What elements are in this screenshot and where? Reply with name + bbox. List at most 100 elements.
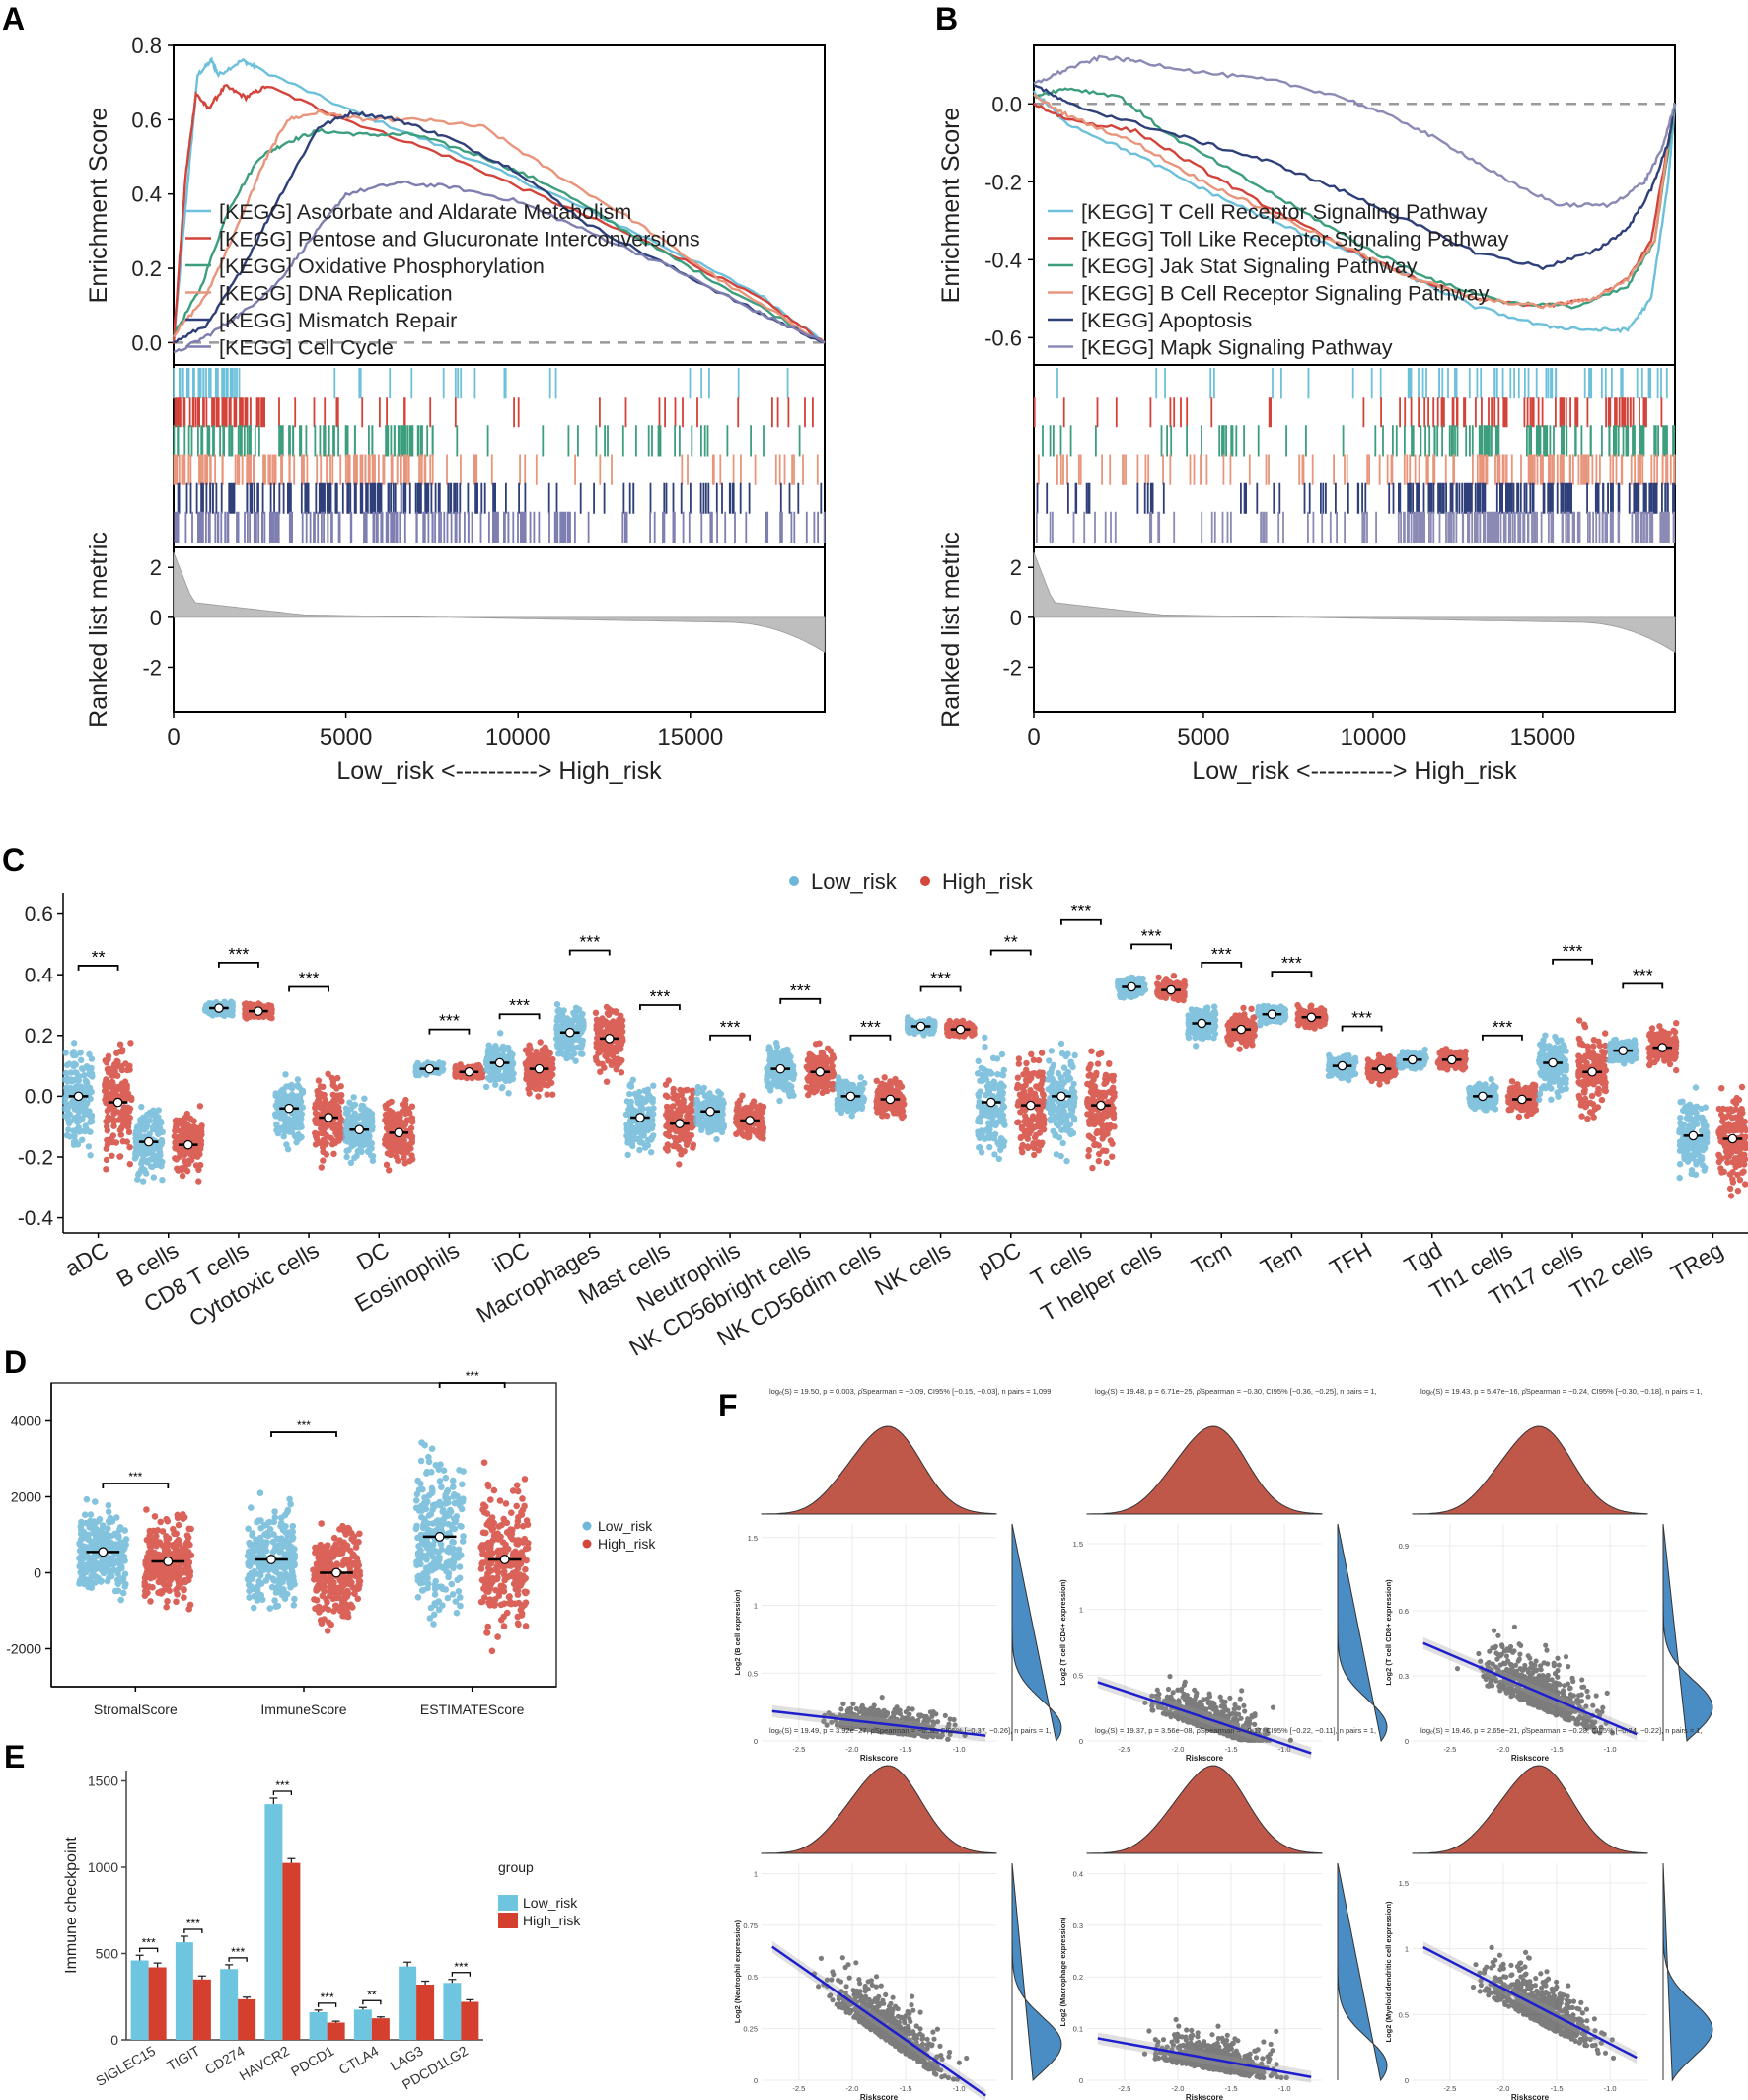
significance-bracket xyxy=(77,965,119,971)
significance-label: *** xyxy=(1211,944,1232,964)
median-dot xyxy=(1376,1063,1387,1074)
stats-label: logₑ(S) = 19.46, p = 2.65e−21, ρ̂Spearma… xyxy=(1420,1726,1703,1735)
x-tick-label: -1.5 xyxy=(1551,2084,1564,2093)
significance-bracket xyxy=(1482,1034,1523,1041)
y-tick-label: 0.3 xyxy=(1399,1672,1409,1681)
x-tick-label: 15000 xyxy=(657,724,723,751)
correlation-subplot-1: logₑ(S) = 19.50, p = 0.003, ρ̂Spearman =… xyxy=(733,1387,1062,1763)
x-axis-label: Riskscore xyxy=(860,2093,899,2100)
points-high-adc xyxy=(101,1040,135,1173)
median-dot xyxy=(266,1555,276,1564)
median-dot xyxy=(1096,1100,1106,1111)
es-curve-4 xyxy=(173,109,826,344)
error-bar xyxy=(466,1998,474,2002)
median-dot xyxy=(705,1106,715,1117)
bar-low_risk-pdcd1lg2 xyxy=(443,1983,462,2040)
x-tick-label: TIGIT xyxy=(164,2043,202,2074)
legend-swatch xyxy=(498,1913,518,1928)
marginal-density-right xyxy=(1011,1523,1062,1743)
es-curve-1 xyxy=(172,56,826,344)
bar-high_risk-pdcd1 xyxy=(327,2022,345,2040)
y-tick-label: -0.4 xyxy=(18,1207,54,1230)
y-axis-label: Ranked list metric xyxy=(937,532,965,728)
error-bar xyxy=(448,1979,457,1984)
median-dot xyxy=(494,1057,505,1068)
median-dot xyxy=(1127,981,1136,992)
x-tick-label: 10000 xyxy=(1341,724,1407,751)
y-axis-label: Enrichment Score xyxy=(85,108,112,304)
y-axis-label: Immune checkpoint xyxy=(63,1837,80,1974)
median-dot xyxy=(1688,1130,1699,1141)
y-tick-label: 0 xyxy=(1079,1737,1083,1746)
median-dot xyxy=(1267,1009,1277,1020)
es-curve-5 xyxy=(173,109,826,344)
median-dot xyxy=(1587,1066,1597,1077)
significance-bracket xyxy=(272,1790,293,1795)
error-bar xyxy=(225,1964,234,1970)
x-tick-label: -1.5 xyxy=(1225,1745,1238,1754)
points-high-macrophages xyxy=(592,1003,626,1085)
scatter-points xyxy=(1141,2016,1289,2081)
significance-label: *** xyxy=(1141,925,1162,945)
y-tick-label: 1 xyxy=(754,1869,758,1878)
median-dot xyxy=(534,1063,545,1074)
es-curve-6 xyxy=(173,180,826,354)
y-tick-label: 0 xyxy=(34,1564,41,1580)
y-tick-label: 0.5 xyxy=(1073,1671,1083,1680)
y-tick-label: 0.6 xyxy=(131,108,162,132)
panel-letter: B xyxy=(935,1,958,36)
significance-label: *** xyxy=(1563,941,1583,961)
significance-label: *** xyxy=(297,1418,311,1432)
legend-title: group xyxy=(498,1859,534,1875)
y-tick-label: 0.25 xyxy=(743,2025,758,2034)
marginal-density-top xyxy=(1086,1765,1323,1854)
y-tick-label: 0.0 xyxy=(25,1086,53,1109)
x-tick-label: -2.5 xyxy=(1443,2084,1456,2093)
significance-bracket xyxy=(498,1013,541,1020)
regression-line xyxy=(1097,1681,1312,1755)
error-bar xyxy=(180,1935,188,1943)
hit-bars-5 xyxy=(1036,482,1676,514)
error-bar xyxy=(314,2009,323,2012)
x-tick-label: -1.0 xyxy=(1278,2084,1291,2093)
error-bar xyxy=(153,1962,162,1968)
y-tick-label: 2 xyxy=(150,555,162,580)
hit-bars-2 xyxy=(174,397,814,428)
legend-dot-high xyxy=(920,876,930,886)
significance-bracket xyxy=(428,1028,471,1035)
significance-bracket xyxy=(218,961,259,968)
panel-f: F logₑ(S) = 19.50, p = 0.003, ρ̂Spearman… xyxy=(718,1387,1713,2100)
legend-label: High_risk xyxy=(523,1913,581,1928)
significance-label: ** xyxy=(367,1988,377,2001)
hit-bars-3 xyxy=(173,425,801,457)
significance-bracket xyxy=(1060,918,1102,925)
marginal-density-top xyxy=(1086,1425,1323,1515)
significance-label: ** xyxy=(1004,932,1018,952)
x-tick-label: TFH xyxy=(1325,1237,1376,1281)
significance-label: *** xyxy=(454,1960,468,1974)
regression-line xyxy=(1422,1945,1638,2060)
median-dot xyxy=(1727,1133,1738,1144)
bar-high_risk-cd274 xyxy=(238,1998,256,2040)
median-dot xyxy=(564,1027,575,1038)
y-tick-label: 0 xyxy=(110,2032,118,2048)
median-dot xyxy=(915,1021,926,1032)
median-dot xyxy=(1025,1100,1036,1111)
x-tick-label: Tem xyxy=(1256,1237,1306,1280)
y-axis-label: Enrichment Score xyxy=(937,108,965,304)
significance-label: *** xyxy=(228,944,249,964)
significance-bracket xyxy=(288,985,329,992)
y-tick-label: 1 xyxy=(754,1602,758,1611)
significance-bracket xyxy=(779,997,822,1004)
median-dot xyxy=(1056,1091,1066,1102)
legend-label: High_risk xyxy=(942,869,1034,894)
x-tick-label: -2.0 xyxy=(1171,2084,1184,2093)
x-tick-label: CTLA4 xyxy=(336,2043,382,2078)
y-tick-label: 0.0 xyxy=(991,92,1022,116)
significance-label: ** xyxy=(92,947,106,967)
y-tick-label: -0.6 xyxy=(984,326,1022,350)
y-tick-label: 500 xyxy=(96,1946,119,1962)
significance-bracket xyxy=(1130,943,1172,950)
marginal-density-top xyxy=(761,1425,997,1515)
